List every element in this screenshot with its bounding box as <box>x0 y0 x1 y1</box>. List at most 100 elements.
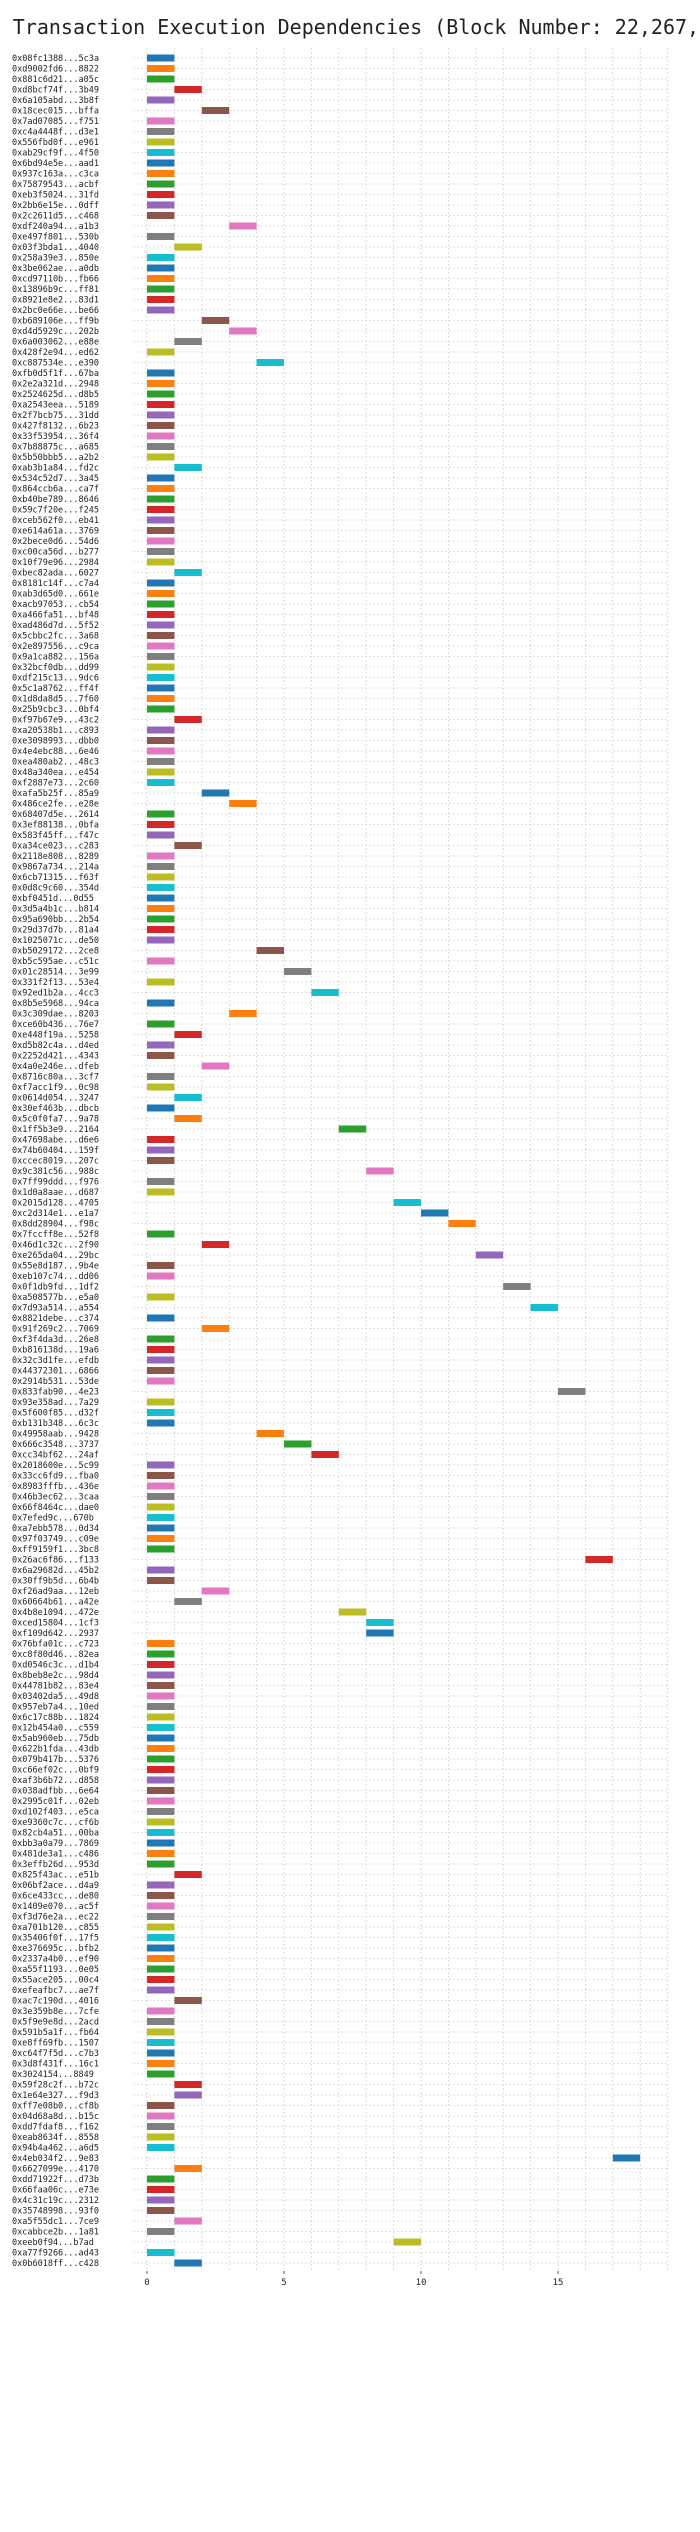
y-tick-label: 0xb689106e...ff9b <box>12 317 99 327</box>
x-tick-label: 10 <box>416 2278 427 2288</box>
gantt-bar <box>366 1167 394 1175</box>
y-tick-label: 0xab3d65d0...661e <box>12 590 99 600</box>
y-tick-label: 0x2252d421...4343 <box>12 1052 99 1062</box>
y-tick-label: 0x2337a4b0...ef90 <box>12 1955 99 1965</box>
gantt-bar <box>147 1850 175 1857</box>
gantt-bar <box>174 2165 202 2172</box>
gantt-bar <box>147 2228 175 2235</box>
y-tick-label: 0x2015d128...4705 <box>12 1199 99 1209</box>
gantt-bar <box>201 1062 230 1070</box>
y-tick-label: 0x8716c80a...3cf7 <box>12 1073 99 1083</box>
gantt-bar <box>147 1776 175 1784</box>
y-tick-label: 0x13896b9c...ff81 <box>12 285 99 295</box>
y-tick-label: 0x2c2611d5...c468 <box>12 212 99 222</box>
gantt-bar <box>147 705 175 713</box>
y-tick-label: 0x7efed9c...670b <box>12 1514 94 1524</box>
y-tick-label: 0x486ce2fe...e28e <box>12 800 99 810</box>
gantt-bar <box>147 1377 175 1385</box>
gantt-bar <box>229 800 257 807</box>
y-tick-label: 0x04d68a8d...b15c <box>12 2112 99 2122</box>
gantt-bar <box>147 537 175 545</box>
y-tick-label: 0xce60b436...76e7 <box>12 1020 99 1030</box>
y-tick-label: 0x97f03749...c09e <box>12 1535 99 1545</box>
y-tick-label: 0x48a340ea...e454 <box>12 768 99 778</box>
y-tick-label: 0x881c6d21...a05c <box>12 75 99 85</box>
y-tick-label: 0x18cec015...bffa <box>12 107 99 117</box>
y-tick-label: 0x5c0f0fa7...9a78 <box>12 1115 99 1125</box>
gantt-bar <box>503 1283 531 1290</box>
y-tick-label: 0xff9159f1...3bc8 <box>12 1545 99 1555</box>
gantt-bar <box>201 789 230 797</box>
y-tick-label: 0xcabbce2b...1a81 <box>12 2228 99 2238</box>
y-tick-label: 0x74b60404...159f <box>12 1146 99 1156</box>
gantt-bar <box>147 1188 175 1196</box>
gantt-bar <box>147 1482 175 1490</box>
gantt-bar <box>147 2186 175 2193</box>
y-tick-label: 0xac7c190d...4016 <box>12 1997 99 2007</box>
y-tick-label: 0x33f53954...36f4 <box>12 432 99 442</box>
y-tick-label: 0x2bb6e15e...0dff <box>12 201 99 211</box>
y-tick-label: 0x5f9e9e8d...2acd <box>12 2018 99 2028</box>
gantt-bar <box>147 275 175 282</box>
gantt-bar <box>147 737 175 744</box>
y-tick-label: 0x44372301...6866 <box>12 1367 99 1377</box>
gantt-bar <box>147 1367 175 1374</box>
gantt-bar <box>393 1199 421 1206</box>
y-tick-label: 0xc2d314e1...e1a7 <box>12 1209 99 1219</box>
y-tick-label: 0x8821debe...c374 <box>12 1314 99 1324</box>
y-tick-label: 0xe265da04...29bc <box>12 1251 99 1261</box>
y-tick-label: 0x29d37d7b...81a4 <box>12 926 99 936</box>
y-tick-label: 0x32c3d1fe...efdb <box>12 1356 99 1366</box>
y-tick-label: 0xeb107c74...dd06 <box>12 1272 99 1282</box>
y-tick-label: 0x4c31c19c...2312 <box>12 2196 99 2206</box>
y-tick-label: 0x2e897556...c9ca <box>12 642 99 652</box>
gantt-bar <box>174 2091 202 2099</box>
gantt-bar <box>174 2081 202 2088</box>
y-tick-label: 0x3c309dae...8203 <box>12 1010 99 1020</box>
y-tick-label: 0x8983fffb...436e <box>12 1482 99 1492</box>
y-tick-label: 0xa77f9266...ad43 <box>12 2249 99 2259</box>
gantt-bar <box>147 821 175 828</box>
gantt-bar <box>147 1461 175 1469</box>
gantt-bar <box>174 569 202 576</box>
gantt-bar <box>147 401 175 408</box>
gantt-bar <box>174 243 202 251</box>
y-tick-label: 0x3024154...8849 <box>12 2070 94 2080</box>
gantt-bar <box>147 65 175 72</box>
gantt-bar <box>174 1871 202 1878</box>
y-tick-label: 0x44781b82...83e4 <box>12 1682 99 1692</box>
gantt-bar <box>147 159 175 167</box>
gantt-bar <box>147 506 175 513</box>
gantt-bar <box>147 1419 175 1427</box>
gantt-bar <box>147 2060 175 2067</box>
y-tick-label: 0xd102f403...e5ca <box>12 1808 99 1818</box>
gantt-bar <box>147 1745 175 1752</box>
y-tick-label: 0x8beb8e2c...98d4 <box>12 1671 99 1681</box>
gantt-bar <box>366 1629 394 1637</box>
y-tick-label: 0xb5029172...2ce8 <box>12 947 99 957</box>
chart-title: Transaction Execution Dependencies (Bloc… <box>13 15 700 39</box>
gantt-bar <box>147 306 175 314</box>
gantt-bar <box>147 1514 175 1521</box>
gantt-bar <box>147 810 175 818</box>
y-tick-label: 0x82cb4a51...00ba <box>12 1829 99 1839</box>
y-tick-label: 0x7fccff8e...52f8 <box>12 1230 99 1240</box>
gantt-bar <box>147 1860 175 1868</box>
y-tick-label: 0x35406f0f...17f5 <box>12 1934 99 1944</box>
gantt-bar <box>147 1755 175 1763</box>
y-tick-label: 0x46d1c32c...2f90 <box>12 1241 99 1251</box>
gantt-bar <box>147 1052 175 1059</box>
y-tick-label: 0x1ff5b3e9...2164 <box>12 1125 99 1135</box>
y-tick-label: 0x30ff9b5d...6b4b <box>12 1577 99 1587</box>
gantt-bar <box>147 1671 175 1679</box>
y-tick-label: 0xccec8019...207c <box>12 1157 99 1167</box>
gantt-bar <box>147 873 175 881</box>
gantt-bar <box>229 327 257 335</box>
gantt-bar <box>147 453 175 461</box>
y-tick-label: 0xdf215c13...9dc6 <box>12 674 99 684</box>
gantt-bar <box>174 1094 202 1101</box>
y-tick-label: 0x9a1ca882...156a <box>12 653 99 663</box>
gantt-bar <box>147 348 175 356</box>
gantt-bar <box>147 1787 175 1794</box>
y-tick-label: 0x2914b531...53de <box>12 1377 99 1387</box>
